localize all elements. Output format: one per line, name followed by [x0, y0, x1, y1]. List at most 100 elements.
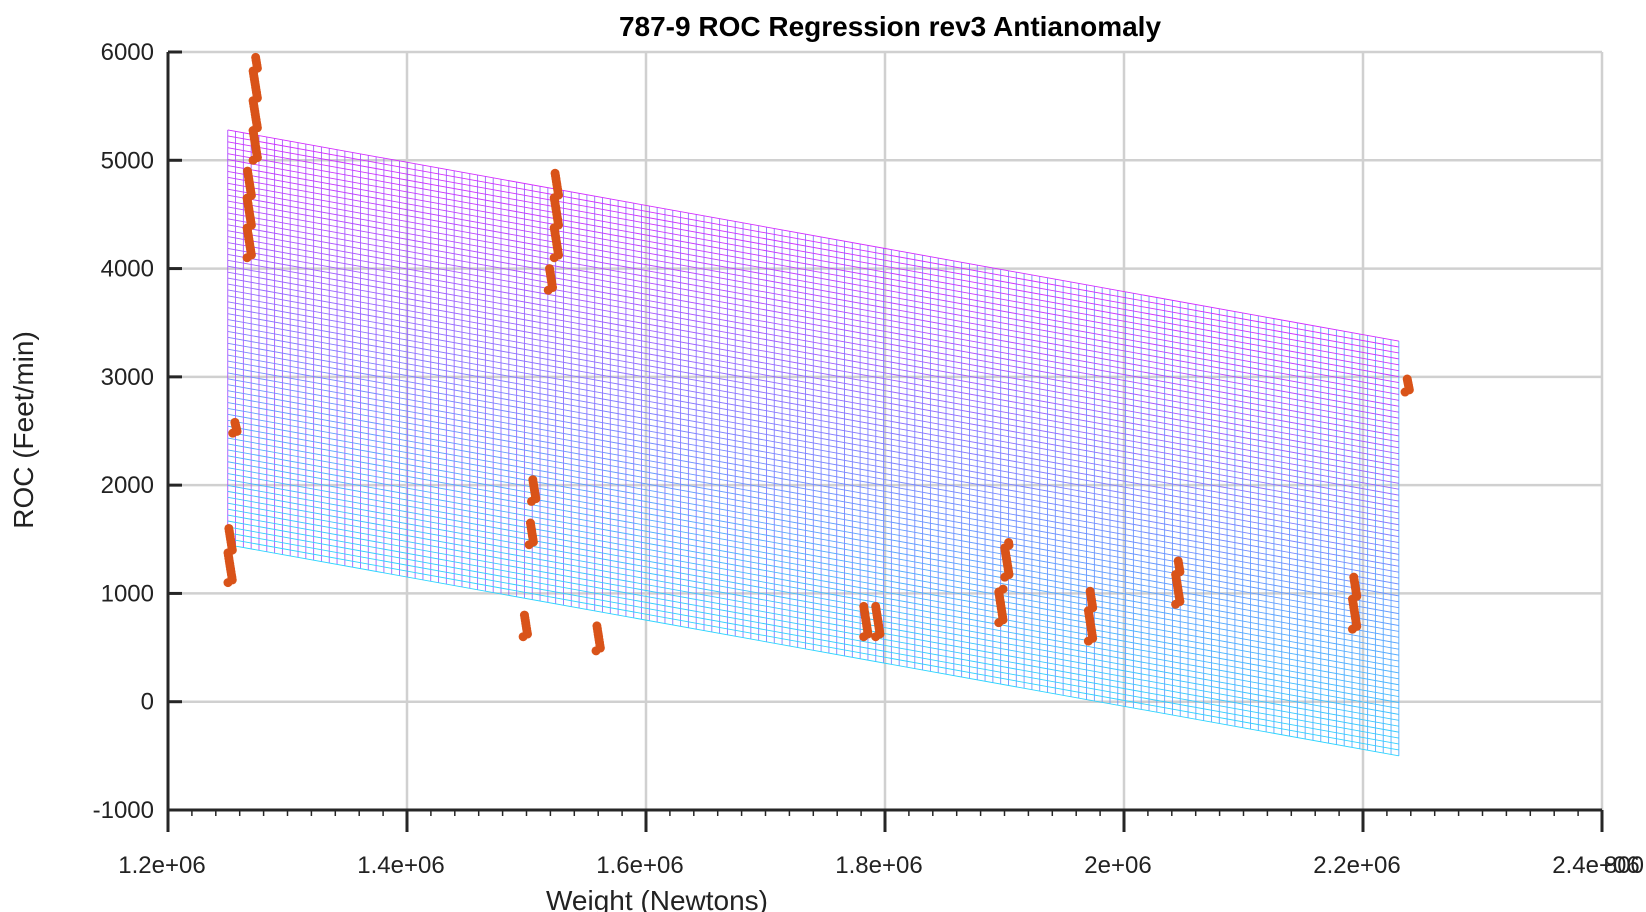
mesh-line-h-29 — [227, 372, 1399, 585]
mesh-line-h-28 — [227, 378, 1399, 591]
data-point-126 — [528, 475, 538, 485]
mesh-line-h-38 — [227, 319, 1399, 532]
mesh-line-h-35 — [227, 336, 1399, 549]
mesh-line-h-61 — [227, 182, 1399, 395]
tick-labels: -1000 0 1000 2000 3000 4000 5000 6000 1.2e+06 1.4… — [93, 39, 1644, 879]
mesh-line-h-15 — [227, 455, 1399, 668]
mesh-line-h-41 — [227, 301, 1399, 514]
x-tick-label-overlap: 800 — [1604, 852, 1644, 879]
data-point-108 — [519, 610, 529, 620]
mesh-line-h-32 — [227, 354, 1399, 567]
mesh-line-h-69 — [227, 135, 1399, 348]
mesh-line-h-14 — [227, 461, 1399, 674]
data-point-99 — [251, 52, 261, 62]
mesh-line-h-11 — [227, 479, 1399, 692]
mesh-line-h-26 — [227, 390, 1399, 603]
mesh-line-h-48 — [227, 259, 1399, 472]
mesh-line-h-55 — [227, 218, 1399, 431]
y-tick-label-0: -1000 — [93, 797, 154, 824]
x-tick-label-2: 1.6e+06 — [596, 852, 683, 879]
mesh-line-h-36 — [227, 330, 1399, 544]
chart-title: 787-9 ROC Regression rev3 Antianomaly — [619, 11, 1161, 42]
mesh-line-h-4 — [227, 520, 1399, 733]
mesh-line-h-58 — [227, 200, 1399, 413]
y-tick-label-4: 3000 — [101, 364, 154, 391]
data-point-167 — [550, 168, 560, 178]
data-point-201 — [871, 601, 881, 611]
y-tick-label-3: 2000 — [101, 472, 154, 499]
mesh-line-h-3 — [227, 526, 1399, 739]
data-point-177 — [592, 621, 602, 631]
mesh-line-h-16 — [227, 449, 1399, 662]
mesh-line-h-18 — [227, 437, 1399, 650]
data-point-228 — [1004, 538, 1014, 548]
mesh-line-h-8 — [227, 496, 1399, 709]
mesh-line-h-46 — [227, 271, 1399, 484]
x-tick-label-0: 1.2e+06 — [118, 852, 205, 879]
data-point-60 — [243, 166, 253, 176]
data-point-247 — [1085, 586, 1095, 596]
x-tick-label-1: 1.4e+06 — [357, 852, 444, 879]
data-point-284 — [1349, 572, 1359, 582]
mesh-line-h-24 — [227, 402, 1399, 615]
x-tick-label-5: 2.2e+06 — [1313, 852, 1400, 879]
mesh-line-h-56 — [227, 212, 1399, 425]
mesh-line-h-68 — [227, 141, 1399, 354]
mesh-line-h-7 — [227, 502, 1399, 715]
mesh-line-h-59 — [227, 194, 1399, 407]
mesh-line-h-34 — [227, 342, 1399, 555]
data-point-117 — [525, 518, 535, 528]
mesh-line-h-5 — [227, 514, 1399, 727]
mesh-line-h-50 — [227, 248, 1399, 461]
x-tick-label-6: 2.4e+06 — [1552, 852, 1639, 879]
mesh-line-h-22 — [227, 413, 1399, 626]
mesh-line-h-1 — [227, 538, 1399, 751]
y-tick-label-7: 6000 — [101, 39, 154, 66]
mesh-line-h-19 — [227, 431, 1399, 644]
mesh-line-h-67 — [227, 147, 1399, 360]
y-axis-label: ROC (Feet/min) — [8, 331, 39, 529]
data-points — [223, 52, 1414, 656]
mesh-line-h-33 — [227, 348, 1399, 561]
mesh-line-h-57 — [227, 206, 1399, 419]
mesh-line-h-44 — [227, 283, 1399, 496]
data-point-189 — [859, 601, 869, 611]
mesh-line-h-2 — [227, 532, 1399, 745]
mesh-line-h-21 — [227, 419, 1399, 632]
mesh-line-h-70 — [227, 129, 1399, 342]
mesh-line-h-10 — [227, 485, 1399, 698]
mesh-line-h-13 — [227, 467, 1399, 680]
mesh-line-h-31 — [227, 360, 1399, 573]
x-tick-label-4: 2e+06 — [1084, 852, 1151, 879]
mesh-line-h-17 — [227, 443, 1399, 656]
mesh-line-h-6 — [227, 508, 1399, 721]
mesh-line-h-40 — [227, 307, 1399, 520]
mesh-line-h-49 — [227, 253, 1399, 466]
mesh-line-h-51 — [227, 242, 1399, 455]
mesh-line-h-23 — [227, 407, 1399, 621]
axes — [166, 50, 1604, 832]
mesh-line-h-43 — [227, 289, 1399, 502]
data-point-20 — [224, 523, 234, 533]
x-tick-label-3: 1.8e+06 — [835, 852, 922, 879]
data-point-214 — [998, 584, 1008, 594]
data-point-27 — [230, 417, 240, 427]
y-tick-label-6: 5000 — [101, 147, 154, 174]
mesh-line-h-47 — [227, 265, 1399, 478]
mesh-line-h-30 — [227, 366, 1399, 579]
data-point-264 — [1173, 556, 1183, 566]
grid — [168, 50, 1604, 810]
mesh-line-h-62 — [227, 176, 1399, 389]
mesh-line-h-63 — [227, 170, 1399, 384]
mesh-line-h-45 — [227, 277, 1399, 490]
mesh-line-h-53 — [227, 230, 1399, 443]
x-axis-label: Weight (Newtons) — [546, 885, 768, 912]
mesh-line-h-0 — [227, 544, 1399, 757]
mesh-line-h-52 — [227, 236, 1399, 449]
mesh-line-h-64 — [227, 165, 1399, 378]
mesh-line-h-39 — [227, 313, 1399, 526]
mesh-line-h-25 — [227, 396, 1399, 609]
mesh-line-h-20 — [227, 425, 1399, 638]
data-point-291 — [1402, 374, 1412, 384]
